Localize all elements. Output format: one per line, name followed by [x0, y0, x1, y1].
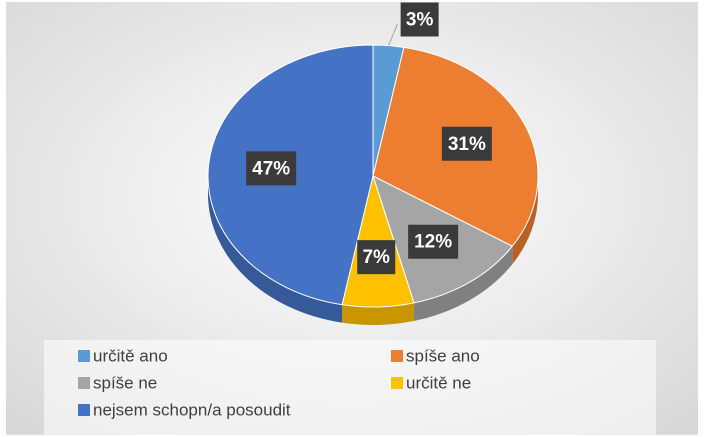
- label-box: [408, 224, 459, 259]
- slice-side: [342, 302, 415, 325]
- side-shade: [342, 302, 415, 325]
- side-shade: [414, 246, 513, 321]
- leader-line: [388, 23, 399, 46]
- label-box: [441, 126, 492, 161]
- data-label: 47%: [252, 158, 290, 179]
- data-label: 12%: [414, 232, 452, 253]
- slice-side: [512, 176, 538, 265]
- legend-swatch: [78, 377, 90, 389]
- legend-label: nejsem schopn/a posoudit: [93, 400, 291, 419]
- legend-swatch: [391, 350, 403, 362]
- data-label: 31%: [448, 134, 486, 155]
- legend-swatch: [78, 350, 90, 362]
- legend-label: určitě ne: [406, 373, 471, 392]
- label-box: [246, 151, 297, 186]
- legend-label: spíše ne: [93, 373, 157, 392]
- legend-label: spíše ano: [406, 346, 480, 365]
- side-shade: [512, 176, 538, 265]
- side-shade: [208, 176, 343, 323]
- legend-box: [44, 340, 656, 435]
- data-label: 7%: [362, 247, 390, 268]
- slice-side: [208, 176, 343, 323]
- data-label: 3%: [406, 10, 434, 31]
- slice-side: [414, 246, 513, 321]
- legend-swatch: [78, 404, 90, 416]
- legend-swatch: [391, 377, 403, 389]
- label-box: [357, 240, 396, 275]
- legend-label: určitě ano: [93, 346, 168, 365]
- label-box: [400, 2, 439, 37]
